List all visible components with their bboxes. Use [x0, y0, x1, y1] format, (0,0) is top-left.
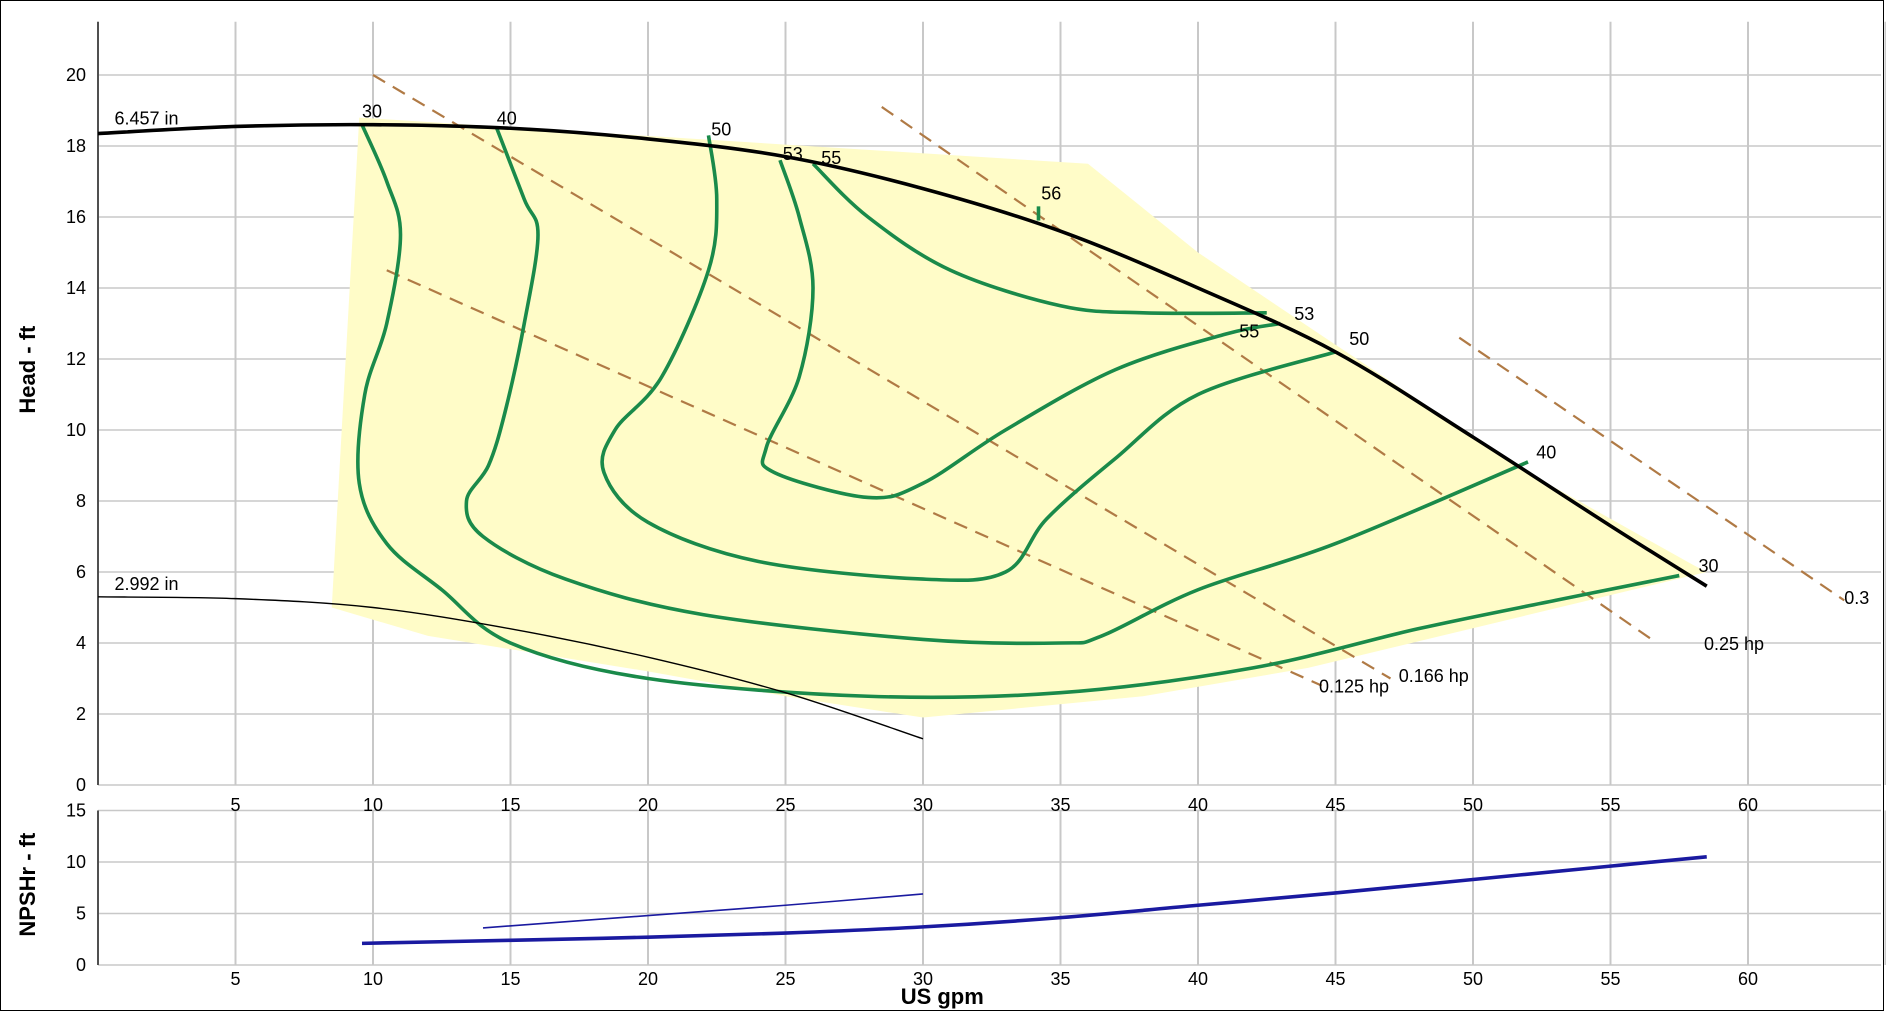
- y-tick-label: 12: [66, 349, 86, 369]
- x-tick-label: 60: [1738, 969, 1758, 989]
- x-tick-label: 50: [1463, 795, 1483, 815]
- y-axis-title: NPSHr - ft: [15, 832, 40, 937]
- impeller-curve: [97, 596, 924, 740]
- efficiency-label: 56: [1041, 183, 1061, 203]
- y-tick-label: 16: [66, 207, 86, 227]
- x-tick-label: 30: [913, 969, 933, 989]
- x-tick-label: 45: [1325, 969, 1345, 989]
- efficiency-contour: [356, 123, 1680, 700]
- y-tick-label: 0: [76, 955, 86, 975]
- efficiency-label: 50: [1349, 329, 1369, 349]
- x-tick-label: 10: [363, 795, 383, 815]
- y-tick-label: 0: [76, 775, 86, 795]
- impeller-label: 2.992 in: [115, 574, 179, 594]
- efficiency-label: 40: [1536, 442, 1556, 462]
- efficiency-contour: [600, 135, 1337, 583]
- x-tick-label: 5: [230, 969, 240, 989]
- x-tick-label: 55: [1600, 969, 1620, 989]
- power-label: 0.25 hp: [1704, 634, 1764, 654]
- x-tick-label: 60: [1738, 795, 1758, 815]
- x-tick-label: 5: [230, 795, 240, 815]
- x-tick-label: 20: [638, 795, 658, 815]
- operating-region: [331, 117, 1707, 718]
- x-tick-label: 40: [1188, 969, 1208, 989]
- x-tick-label: 30: [913, 795, 933, 815]
- x-tick-label: 35: [1050, 969, 1070, 989]
- efficiency-label: 30: [1699, 556, 1719, 576]
- efficiency-label: 50: [711, 119, 731, 139]
- y-tick-label: 6: [76, 562, 86, 582]
- x-tick-label: 40: [1188, 795, 1208, 815]
- efficiency-contour: [811, 162, 1267, 316]
- power-line: [881, 106, 1653, 641]
- y-tick-label: 14: [66, 278, 86, 298]
- x-tick-label: 50: [1463, 969, 1483, 989]
- y-tick-label: 15: [66, 801, 86, 821]
- efficiency-contour: [760, 159, 1281, 500]
- y-tick-label: 18: [66, 136, 86, 156]
- y-tick-label: 10: [66, 420, 86, 440]
- efficiency-label: 30: [362, 102, 382, 122]
- y-tick-label: 5: [76, 904, 86, 924]
- x-tick-label: 15: [500, 969, 520, 989]
- x-tick-label: 10: [363, 969, 383, 989]
- npsh-curve: [482, 893, 924, 929]
- y-axis-title: Head - ft: [15, 325, 40, 414]
- y-tick-label: 8: [76, 491, 86, 511]
- x-tick-label: 25: [775, 969, 795, 989]
- power-label: 0.166 hp: [1399, 666, 1469, 686]
- efficiency-contour: [464, 127, 1529, 646]
- efficiency-label: 55: [1239, 322, 1259, 342]
- efficiency-label: 53: [1294, 304, 1314, 324]
- x-tick-label: 20: [638, 969, 658, 989]
- power-line: [372, 74, 1392, 680]
- y-tick-label: 4: [76, 633, 86, 653]
- x-tick-label: 15: [500, 795, 520, 815]
- x-tick-label: 45: [1325, 795, 1345, 815]
- power-label: 0.125 hp: [1319, 677, 1389, 697]
- impeller-label: 6.457 in: [115, 109, 179, 129]
- y-tick-label: 2: [76, 704, 86, 724]
- power-line: [386, 269, 1323, 687]
- efficiency-label: 40: [497, 109, 517, 129]
- y-tick-label: 10: [66, 852, 86, 872]
- x-axis-title: US gpm: [901, 984, 984, 1009]
- impeller-curve: [97, 122, 1708, 588]
- efficiency-label: 55: [821, 148, 841, 168]
- x-tick-label: 25: [775, 795, 795, 815]
- x-tick-label: 35: [1050, 795, 1070, 815]
- efficiency-label: 53: [783, 144, 803, 164]
- power-line: [1458, 336, 1845, 602]
- npsh-curve: [361, 855, 1707, 946]
- x-tick-label: 55: [1600, 795, 1620, 815]
- power-label: 0.3: [1844, 588, 1869, 608]
- y-tick-label: 20: [66, 65, 86, 85]
